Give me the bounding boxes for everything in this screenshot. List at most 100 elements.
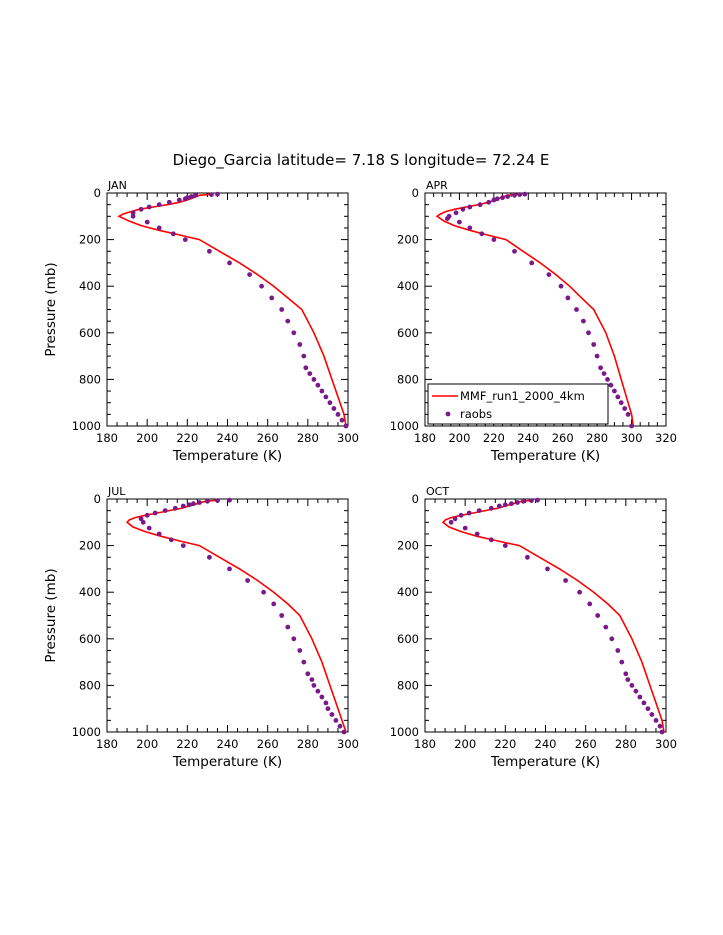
- y-tick-label: 600: [79, 632, 101, 646]
- raobs-point: [608, 382, 614, 388]
- panel-oct: OCT 180 200 220 240 260 280 300 0 200 400 600 800 100…: [390, 485, 677, 770]
- raobs-point: [574, 307, 579, 312]
- raobs-point: [186, 502, 192, 508]
- raobs-point: [162, 508, 168, 513]
- raobs-point: [144, 512, 150, 518]
- x-tick-label: 240: [217, 737, 239, 751]
- raobs-point: [259, 283, 264, 289]
- y-tick-label: 200: [79, 233, 101, 247]
- raobs-point: [612, 388, 617, 394]
- raobs-point: [649, 712, 655, 717]
- panel-jan: JAN 180 200 220 240 260 280 300 0 200 400 600 800 100…: [43, 179, 359, 464]
- y-tick-label: 1000: [390, 419, 419, 433]
- raobs-point: [261, 589, 266, 595]
- y-tick-label: 600: [397, 326, 419, 340]
- raobs-point: [319, 694, 325, 700]
- raobs-point: [565, 295, 571, 301]
- raobs-point: [291, 636, 297, 642]
- panel-label: JAN: [107, 179, 127, 192]
- raobs-point: [209, 192, 214, 198]
- x-tick-label: 220: [483, 431, 505, 445]
- raobs-point: [166, 199, 172, 205]
- raobs-point: [505, 194, 510, 199]
- y-tick-label: 1000: [390, 725, 419, 739]
- raobs-point: [477, 202, 483, 208]
- x-tick-label: 240: [517, 431, 539, 445]
- raobs-point: [517, 192, 523, 198]
- y-tick-label: 400: [79, 585, 101, 599]
- raobs-point: [563, 578, 568, 583]
- raobs-point: [307, 371, 313, 376]
- raobs-point: [271, 601, 277, 607]
- raobs-point: [479, 231, 485, 237]
- raobs-point: [577, 589, 582, 595]
- figure-title: Diego_Garcia latitude= 7.18 S longitude=…: [173, 151, 550, 170]
- raobs-point: [525, 554, 530, 560]
- raobs-point: [297, 648, 303, 653]
- raobs-point: [193, 192, 198, 198]
- y-tick-label: 400: [397, 279, 419, 293]
- x-axis-label: Temperature (K): [172, 754, 282, 770]
- raobs-point: [502, 543, 508, 548]
- raobs-point: [309, 677, 315, 682]
- raobs-point: [535, 497, 540, 503]
- x-tick-label: 180: [414, 431, 436, 445]
- raobs-point: [188, 194, 194, 199]
- raobs-point: [476, 508, 482, 513]
- raobs-point: [156, 225, 162, 231]
- x-tick-label: 300: [655, 737, 677, 751]
- y-tick-label: 800: [79, 372, 101, 386]
- raobs-point: [594, 353, 600, 359]
- raobs-point: [491, 237, 497, 243]
- y-axis-label: Pressure (mb): [43, 568, 59, 662]
- raobs-point: [603, 624, 609, 630]
- raobs-point: [156, 531, 162, 537]
- raobs-point: [515, 500, 520, 505]
- raobs-point: [130, 213, 136, 219]
- raobs-point: [279, 307, 285, 312]
- raobs-point: [609, 636, 615, 642]
- y-tick-label: 1000: [72, 419, 101, 433]
- raobs-point: [138, 206, 144, 212]
- raobs-point: [615, 648, 621, 653]
- raobs-point: [180, 503, 186, 509]
- raobs-point: [339, 417, 345, 423]
- x-tick-label: 220: [494, 737, 516, 751]
- x-tick-label: 280: [297, 737, 319, 751]
- x-tick-label: 280: [615, 737, 637, 751]
- raobs-point: [466, 510, 472, 516]
- y-axis-label: Pressure (mb): [43, 262, 59, 356]
- legend-label-raobs: raobs: [460, 407, 492, 421]
- raobs-point: [297, 342, 303, 347]
- raobs-point: [448, 519, 454, 525]
- y-tick-label: 200: [397, 233, 419, 247]
- raobs-point: [319, 388, 325, 394]
- raobs-point: [521, 498, 526, 504]
- x-tick-label: 260: [257, 737, 279, 751]
- raobs-point: [197, 500, 202, 505]
- raobs-point: [500, 195, 505, 201]
- panel-jul: JUL 180 200 220 240 260 280 300 0 200 400 600 800 100…: [43, 485, 359, 770]
- raobs-point: [207, 554, 212, 560]
- raobs-point: [529, 498, 534, 503]
- x-tick-label: 200: [454, 737, 476, 751]
- y-tick-label: 200: [397, 539, 419, 553]
- raobs-point: [245, 578, 251, 583]
- raobs-point: [333, 718, 339, 723]
- raobs-point: [215, 498, 220, 503]
- raobs-point: [227, 260, 232, 266]
- raobs-point: [285, 624, 291, 630]
- raobs-point: [337, 723, 343, 729]
- y-tick-label: 600: [397, 632, 419, 646]
- x-tick-label: 320: [655, 431, 677, 445]
- raobs-point: [227, 566, 232, 572]
- raobs-point: [172, 505, 178, 511]
- raobs-point: [622, 406, 628, 411]
- x-axis-label: Temperature (K): [172, 448, 282, 464]
- raobs-point: [180, 543, 186, 548]
- model-profile-line: [435, 193, 635, 426]
- raobs-point: [641, 700, 647, 706]
- raobs-point: [335, 412, 341, 417]
- raobs-point: [170, 231, 176, 237]
- raobs-point: [467, 204, 473, 210]
